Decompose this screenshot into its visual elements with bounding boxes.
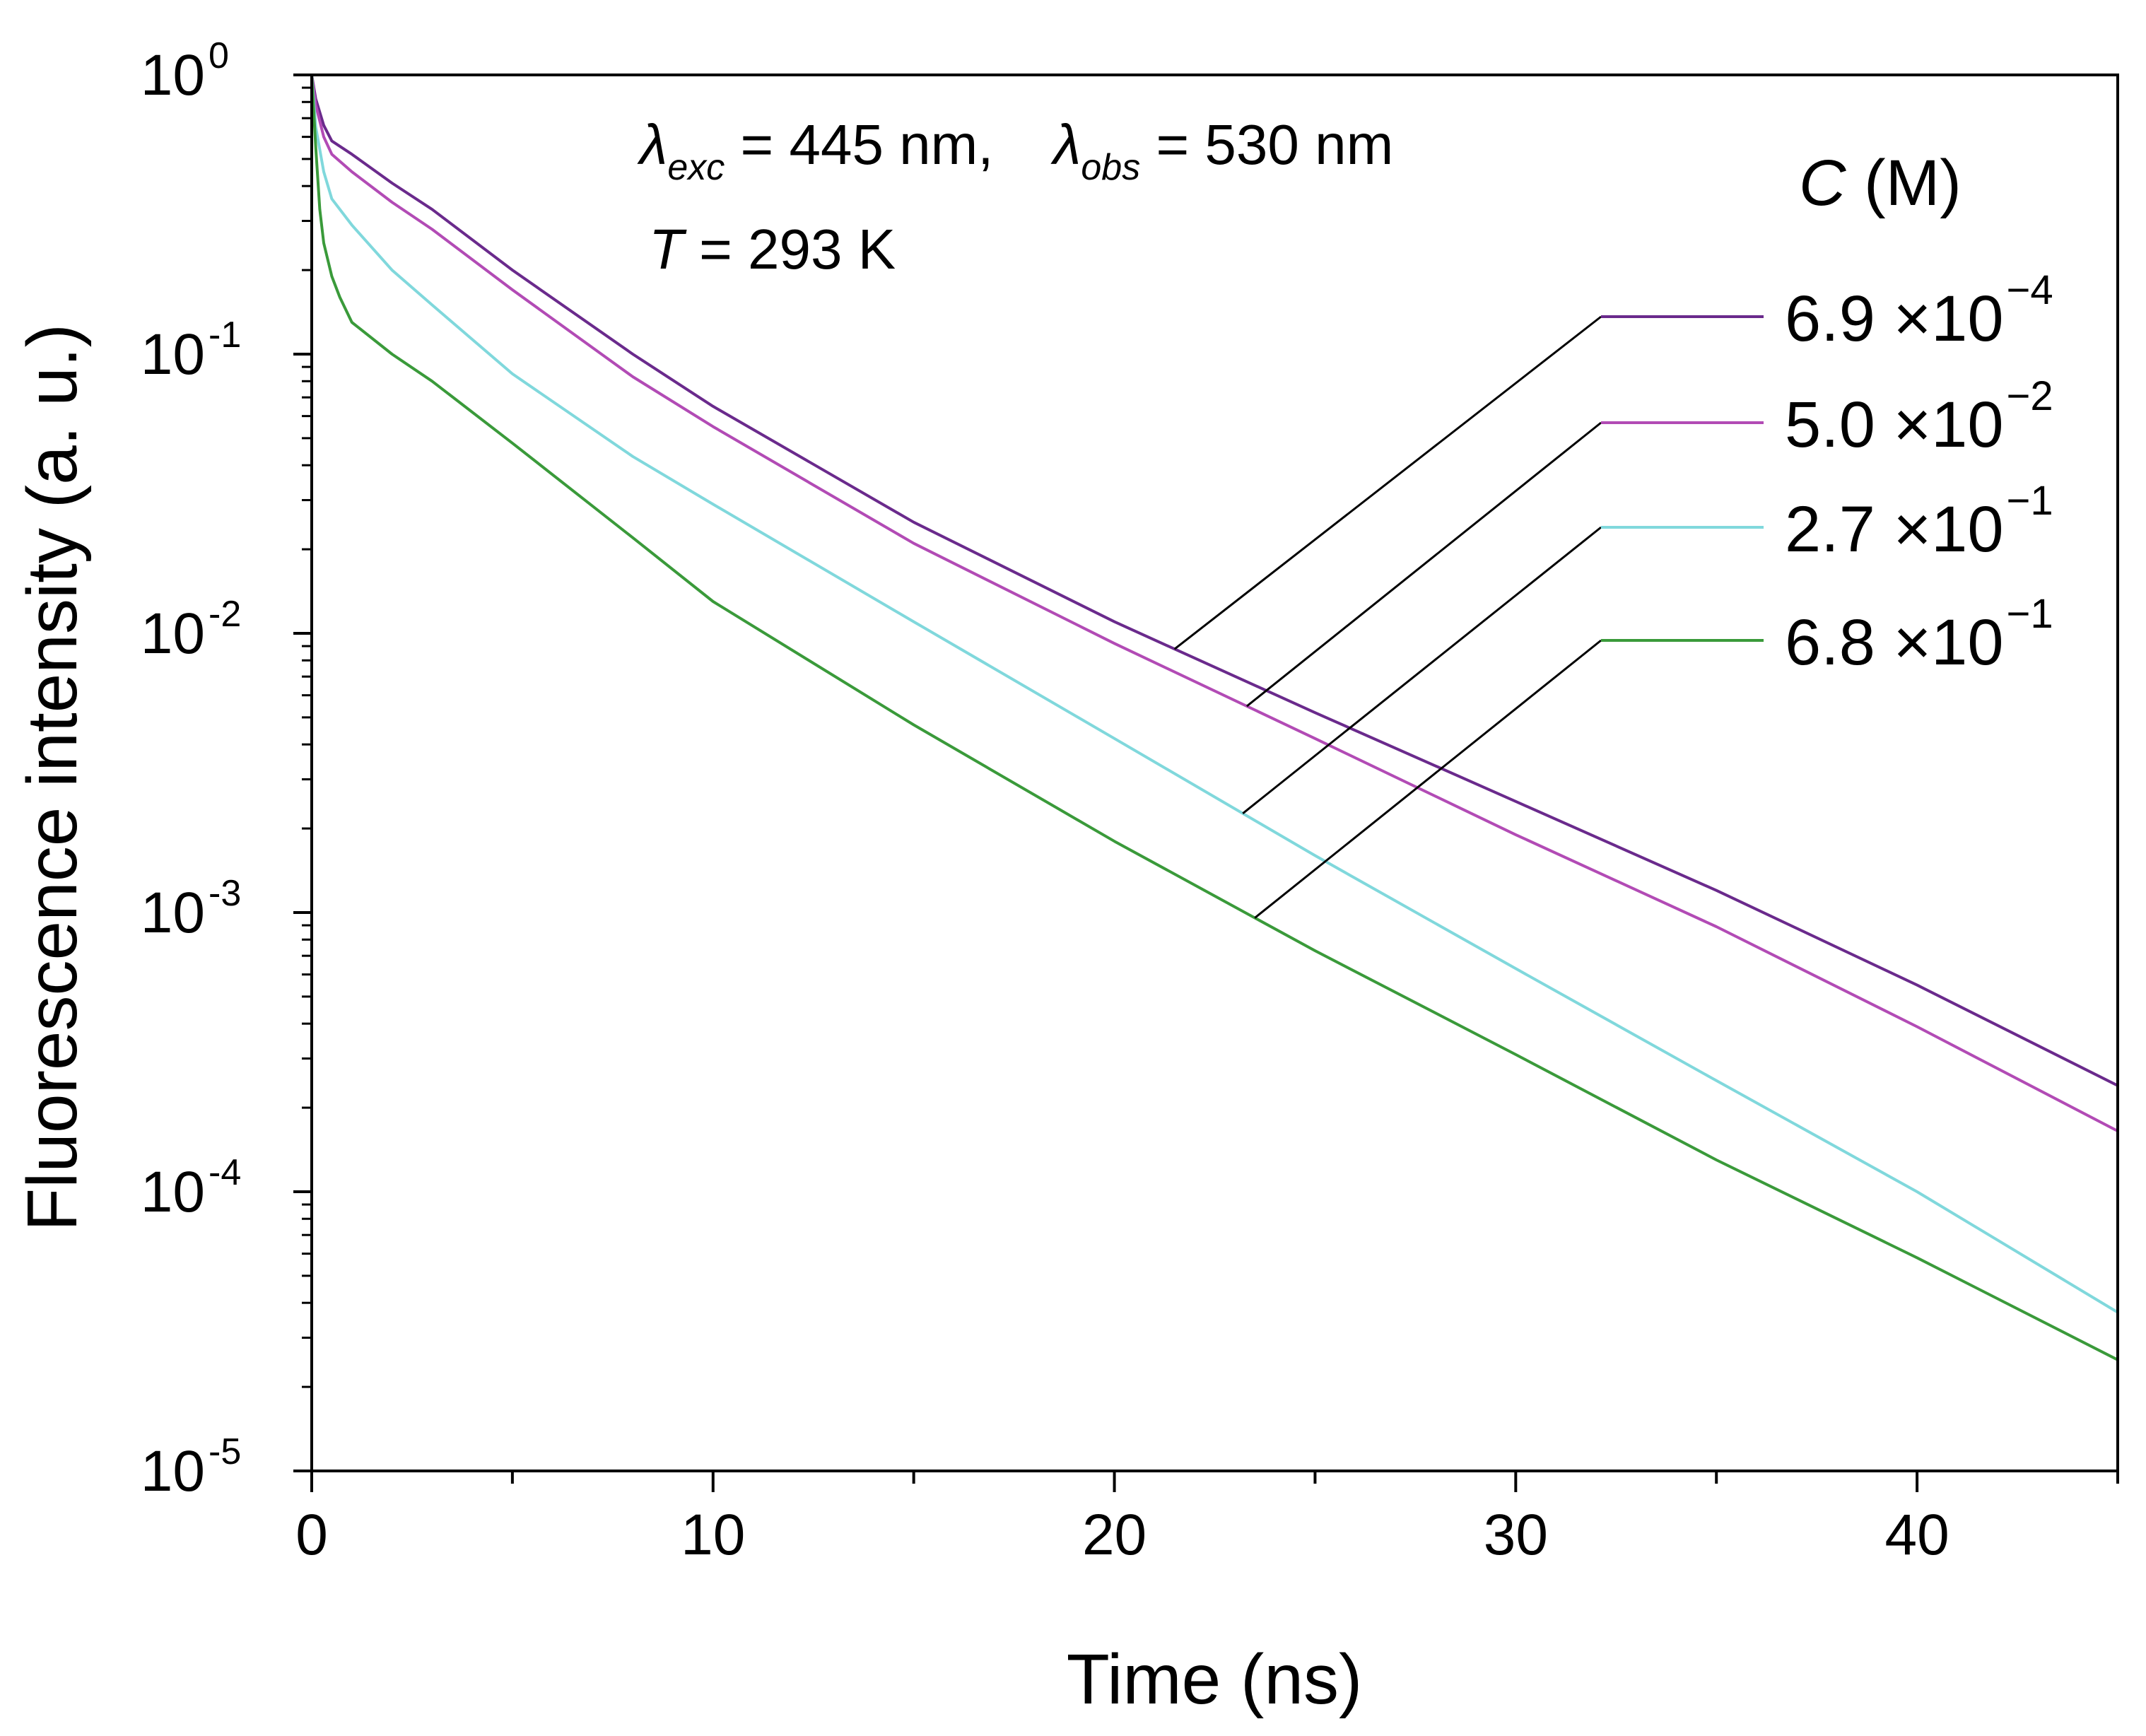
legend-label-4: 6.8 ×10 [1785,606,2004,679]
series-line-1 [310,74,2118,1087]
y-tick-label: 10 [141,1160,205,1224]
observation-annotation: λobs = 530 nm [1050,113,1393,188]
legend-label-exponent: −1 [2007,591,2053,637]
y-tick-label: 10 [141,602,205,666]
lambda-exc-symbol: λ [637,113,667,176]
x-tick-label: 0 [295,1503,328,1567]
obs-value: = 530 nm [1140,113,1393,176]
y-tick-label-exponent: -5 [209,1431,241,1472]
legend-label-2: 5.0 ×10 [1785,389,2004,461]
series-line-4 [310,74,2118,1361]
legend-callout-line [1173,315,1602,650]
series-line-3 [310,74,2119,1314]
x-axis-label: Time (ns) [1067,1640,1363,1719]
y-axis-label: Fluorescence intensity (a. u.) [13,324,92,1231]
legend-title: C (M) [1799,147,1962,219]
legend-title-unit: (M) [1846,147,1961,219]
series-line-2 [310,74,2118,1132]
legend-title-symbol: C [1799,147,1846,219]
legend-label-exponent: −1 [2007,478,2053,524]
y-tick-label-exponent: -3 [209,873,241,914]
legend-callout-line [1254,639,1602,919]
legend-label-3: 2.7 ×10 [1785,493,2004,565]
y-tick-label: 10 [141,1439,205,1503]
x-tick-label: 40 [1885,1503,1949,1567]
temperature-annotation: T = 293 K [649,218,896,281]
legend-label-exponent: −4 [2007,267,2053,313]
legend: 6.9 ×10 −45.0 ×10 −22.7 ×10 −16.8 ×10 −1 [1601,267,2053,679]
lambda-obs-symbol: λ [1050,113,1081,176]
x-tick-label: 20 [1082,1503,1147,1567]
temperature-value: = 293 K [684,218,896,281]
legend-label-1: 6.9 ×10 [1785,283,2004,355]
exc-value: = 445 nm, [725,113,993,176]
plot-frame [310,74,2119,1472]
y-tick-label: 10 [141,322,205,387]
callout-layer [1173,315,1602,919]
excitation-annotation: λexc = 445 nm, [637,113,994,188]
y-tick-label: 10 [141,881,205,945]
legend-callout-line [1245,421,1602,708]
obs-subscript: obs [1081,147,1140,188]
series-layer [310,74,2119,1361]
y-tick-label-exponent: -2 [209,594,241,635]
y-tick-label-exponent: -1 [209,315,241,356]
legend-callout-line [1242,526,1602,814]
temperature-symbol: T [649,218,687,281]
x-tick-label: 30 [1484,1503,1548,1567]
exc-subscript: exc [667,147,725,188]
y-tick-label-exponent: 0 [209,35,229,76]
y-tick-label: 10 [141,43,205,107]
y-tick-label-exponent: -4 [209,1152,241,1193]
legend-label-exponent: −2 [2007,373,2053,419]
x-axis-ticks: 0 10 20 30 40 [295,1471,2119,1567]
x-tick-label: 10 [681,1503,745,1567]
